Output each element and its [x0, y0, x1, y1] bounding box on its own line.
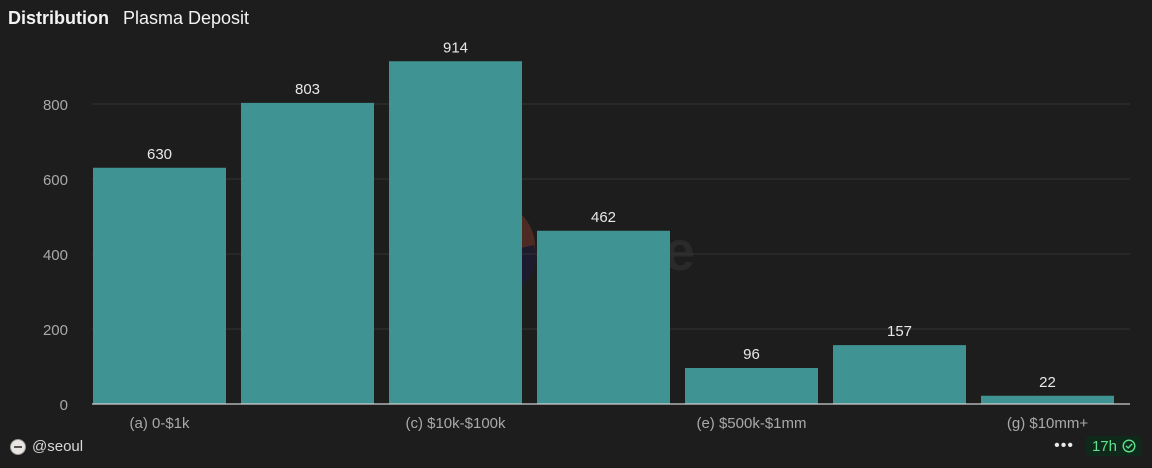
- more-horizontal-icon[interactable]: •••: [1054, 437, 1074, 454]
- x-tick-label: (e) $500k-$1mm: [696, 415, 806, 432]
- query-name[interactable]: Plasma Deposit: [123, 8, 250, 28]
- bar[interactable]: [537, 230, 670, 404]
- y-tick-label: 0: [60, 397, 68, 414]
- data-label: 630: [147, 146, 172, 163]
- data-label: 803: [295, 81, 320, 98]
- x-tick-label: (a) 0-$1k: [129, 415, 190, 432]
- y-tick-label: 400: [43, 247, 68, 264]
- y-tick-label: 800: [43, 97, 68, 114]
- bar[interactable]: [93, 167, 226, 404]
- bar[interactable]: [241, 102, 374, 404]
- age-text: 17h: [1091, 437, 1117, 455]
- check-circle-icon: [1122, 439, 1136, 453]
- author-name: @seoul: [32, 438, 84, 455]
- bar[interactable]: [389, 61, 522, 404]
- x-tick-label: (c) $10k-$100k: [405, 415, 506, 432]
- data-label: 96: [743, 346, 760, 363]
- footer-actions: ••• 17h: [1054, 436, 1142, 456]
- data-label: 157: [887, 323, 912, 340]
- x-tick-label: (g) $10mm+: [1007, 415, 1089, 432]
- data-label: 22: [1039, 374, 1056, 391]
- bar[interactable]: [833, 345, 966, 404]
- age-badge[interactable]: 17h: [1085, 436, 1142, 456]
- chart-title: Distribution: [8, 8, 109, 28]
- author-link[interactable]: @seoul: [10, 438, 83, 455]
- chart-header: Distribution Plasma Deposit: [8, 8, 249, 29]
- data-label: 914: [443, 39, 468, 56]
- y-tick-label: 200: [43, 322, 68, 339]
- y-tick-label: 600: [43, 172, 68, 189]
- data-label: 462: [591, 209, 616, 226]
- bar[interactable]: [685, 368, 818, 404]
- bar[interactable]: [981, 395, 1114, 404]
- avatar: [10, 438, 26, 455]
